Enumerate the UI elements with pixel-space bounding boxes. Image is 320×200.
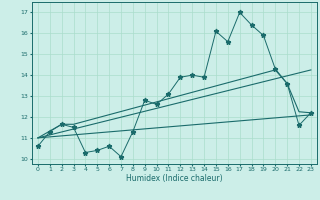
X-axis label: Humidex (Indice chaleur): Humidex (Indice chaleur): [126, 174, 223, 183]
